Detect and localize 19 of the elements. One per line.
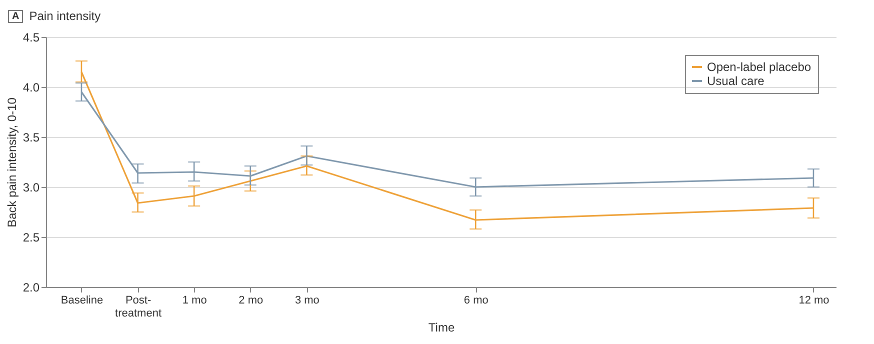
x-tick-label: Baseline [60, 294, 104, 306]
legend-label: Usual care [707, 74, 765, 88]
y-tick-label: 3.0 [22, 180, 40, 194]
y-tick-label: 4.5 [22, 30, 40, 44]
x-tick-label: 1 mo [182, 294, 207, 306]
y-tick-label: 2.5 [22, 230, 40, 244]
x-axis-title: Time [428, 320, 455, 334]
text: A [8, 10, 24, 23]
x-tick-label: 6 mo [464, 294, 488, 306]
y-tick-label: 4.0 [22, 80, 40, 94]
x-tick-label: Post- treatment [115, 294, 162, 320]
y-axis-title: Back pain intensity, 0-10 [4, 97, 19, 228]
x-tick-label: 2 mo [238, 294, 264, 306]
chart-title: Pain intensity [29, 8, 101, 22]
y-tick-label: 2.0 [22, 280, 40, 294]
legend-label: Open-label placebo [707, 60, 812, 74]
y-tick-label: 3.5 [22, 130, 40, 144]
x-tick-label: 3 mo [294, 294, 320, 306]
x-tick-label: 12 mo [798, 294, 830, 306]
